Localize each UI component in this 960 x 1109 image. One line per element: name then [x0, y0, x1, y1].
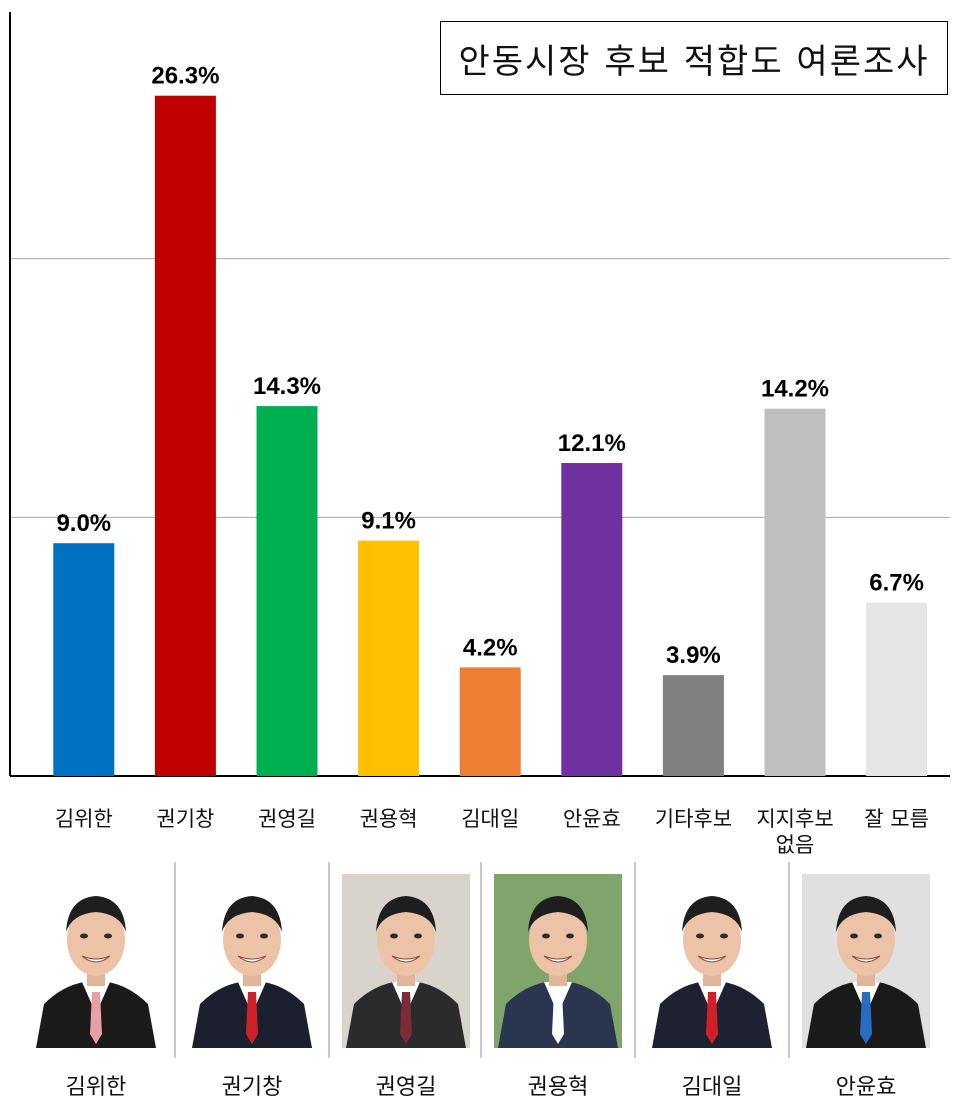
value-label-7: 14.2%: [761, 376, 829, 403]
bar-7: [764, 408, 826, 776]
bar-1: [154, 95, 216, 776]
candidate-name-0: 김위한: [65, 1075, 127, 1100]
bar-0: [53, 543, 115, 776]
value-label-0: 9.0%: [56, 510, 111, 537]
category-label-6: 기타후보: [655, 807, 732, 831]
chart-title: 안동시장 후보 적합도 여론조사: [440, 21, 948, 95]
bars: [53, 95, 928, 776]
value-label-3: 9.1%: [361, 508, 416, 535]
bar-3: [358, 540, 420, 776]
category-label-4: 김대일: [461, 807, 519, 831]
candidate-name-2: 권영길: [375, 1075, 437, 1100]
candidate-photo-4: [648, 874, 776, 1048]
photo-divider: [328, 862, 330, 1058]
category-label-3: 권용혁: [360, 807, 418, 831]
bar-6: [662, 675, 724, 776]
candidate-photo-row: [0, 862, 960, 1062]
candidate-photo-3: [494, 874, 622, 1048]
value-label-6: 3.9%: [666, 642, 721, 669]
value-label-2: 14.3%: [253, 373, 321, 400]
value-labels: 9.0% 26.3% 14.3% 9.1% 4.2% 12.1% 3.9% 14.2% 6.7%: [56, 63, 924, 669]
photo-divider: [480, 862, 482, 1058]
category-label-7: 지지후보: [756, 807, 833, 831]
candidate-photo-5: [802, 874, 930, 1048]
category-label-5: 안윤효: [563, 807, 621, 831]
candidate-name-3: 권용혁: [527, 1075, 589, 1100]
category-label-1: 권기창: [156, 807, 214, 831]
category-label-7-line1: 없음: [776, 833, 815, 857]
photo-divider: [634, 862, 636, 1058]
value-label-8: 6.7%: [869, 570, 924, 597]
photo-divider: [788, 862, 790, 1058]
candidate-photo-1: [188, 874, 316, 1048]
candidate-photo-2: [342, 874, 470, 1048]
category-label-0: 김위한: [55, 807, 113, 831]
value-label-5: 12.1%: [558, 430, 626, 457]
bar-8: [866, 602, 928, 776]
category-label-2: 권영길: [258, 807, 316, 831]
bar-2: [256, 406, 318, 776]
candidate-name-4: 김대일: [681, 1075, 743, 1100]
candidate-name-1: 권기창: [221, 1075, 283, 1100]
bar-chart: 9.0% 26.3% 14.3% 9.1% 4.2% 12.1% 3.9% 14.2% 6.7%…: [9, 12, 950, 857]
photo-divider: [174, 862, 176, 1058]
candidate-photo-0: [32, 874, 160, 1048]
category-label-8: 잘 모름: [864, 807, 929, 831]
value-label-1: 26.3%: [151, 63, 219, 90]
bar-4: [459, 667, 521, 776]
value-label-4: 4.2%: [463, 634, 518, 661]
candidate-name-5: 안윤효: [835, 1075, 897, 1100]
bar-5: [561, 463, 623, 776]
